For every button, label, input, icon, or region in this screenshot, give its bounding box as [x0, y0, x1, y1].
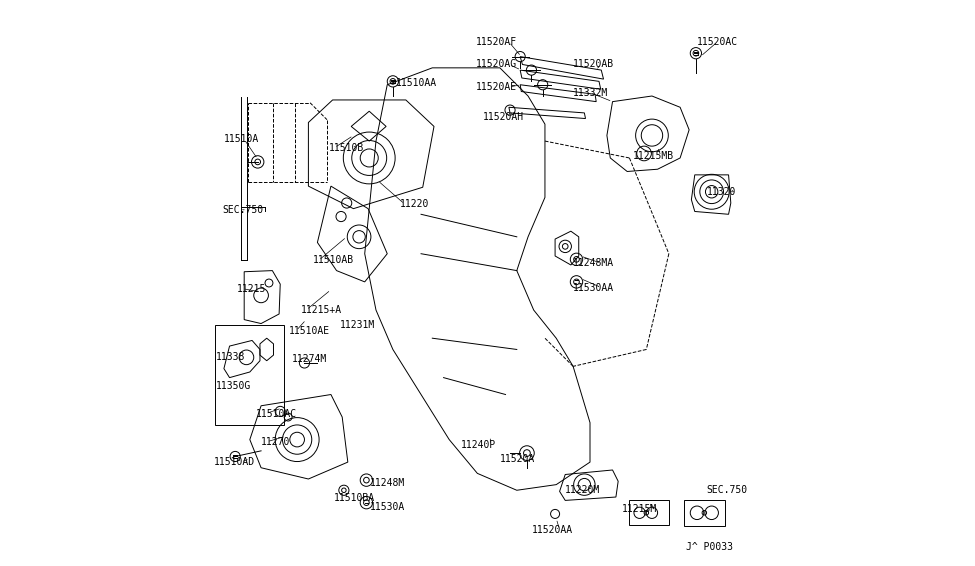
Text: 11220: 11220 — [400, 199, 430, 209]
Text: 11231M: 11231M — [340, 320, 375, 330]
Text: 11215+A: 11215+A — [300, 305, 341, 315]
Text: 11510AB: 11510AB — [313, 255, 354, 265]
Text: 11215: 11215 — [237, 284, 266, 294]
Text: 11520A: 11520A — [500, 454, 535, 464]
Text: 11520AB: 11520AB — [573, 59, 614, 70]
Text: 11332M: 11332M — [573, 88, 608, 97]
Text: 11530AA: 11530AA — [573, 282, 614, 293]
Text: 11510AC: 11510AC — [255, 409, 296, 419]
Text: 11510A: 11510A — [224, 134, 259, 144]
Text: 11510AA: 11510AA — [396, 78, 438, 88]
Text: 11520AG: 11520AG — [476, 59, 518, 70]
Text: 11274M: 11274M — [292, 354, 328, 364]
Text: 11520AF: 11520AF — [476, 37, 518, 47]
Text: 11270: 11270 — [261, 437, 291, 447]
Text: 11320: 11320 — [707, 187, 736, 197]
Text: 11510AE: 11510AE — [290, 326, 331, 336]
Text: 11350G: 11350G — [216, 380, 252, 391]
Text: 11338: 11338 — [216, 353, 246, 362]
Text: 11215MB: 11215MB — [633, 151, 674, 161]
Text: 11240P: 11240P — [460, 440, 495, 450]
Text: 11510BA: 11510BA — [334, 493, 375, 503]
Text: SEC.750: SEC.750 — [222, 205, 264, 215]
Text: 11248MA: 11248MA — [573, 258, 614, 268]
Text: 11510AD: 11510AD — [214, 457, 255, 467]
Text: 11520AC: 11520AC — [697, 37, 738, 47]
Bar — [214, 325, 284, 425]
Text: SEC.750: SEC.750 — [706, 485, 747, 495]
Text: 11220M: 11220M — [566, 485, 601, 495]
Text: 11510B: 11510B — [329, 143, 364, 153]
Text: 11520AH: 11520AH — [483, 112, 525, 122]
Text: 11520AE: 11520AE — [476, 82, 518, 92]
Text: 11520AA: 11520AA — [531, 525, 572, 535]
Text: 11530A: 11530A — [370, 502, 406, 512]
Text: 11248M: 11248M — [370, 478, 406, 488]
Text: J^ P0033: J^ P0033 — [685, 542, 733, 552]
Text: 11215M: 11215M — [621, 504, 657, 514]
